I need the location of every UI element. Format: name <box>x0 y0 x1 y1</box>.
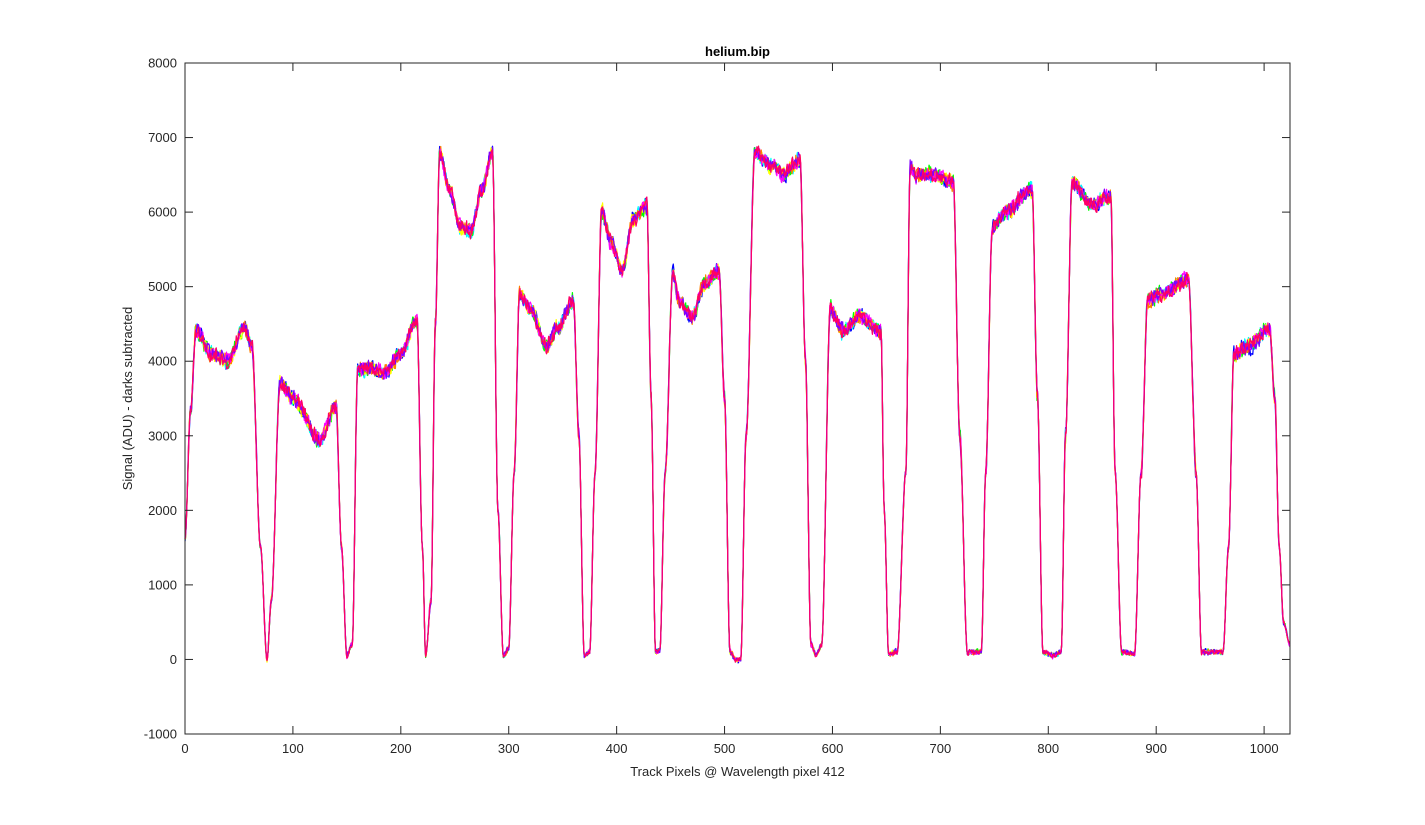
y-axis-title: Signal (ADU) - darks subtracted <box>120 307 135 491</box>
y-tick-label: 5000 <box>148 279 177 294</box>
series-line-8 <box>184 145 1291 663</box>
y-tick-label: 6000 <box>148 205 177 220</box>
x-tick-label: 100 <box>282 741 304 756</box>
y-tick-label: 1000 <box>148 577 177 592</box>
x-tick-label: 600 <box>822 741 844 756</box>
x-tick-label: 1000 <box>1250 741 1279 756</box>
y-tick-label: -1000 <box>144 727 177 742</box>
y-tick-label: 3000 <box>148 428 177 443</box>
y-tick-label: 8000 <box>148 56 177 71</box>
x-tick-label: 900 <box>1145 741 1167 756</box>
plot-area <box>185 63 1290 734</box>
y-tick-label: 7000 <box>148 130 177 145</box>
series-layer <box>184 145 1291 664</box>
x-tick-label: 500 <box>714 741 736 756</box>
x-axis-title: Track Pixels @ Wavelength pixel 412 <box>630 764 845 779</box>
x-tick-label: 700 <box>930 741 952 756</box>
y-tick-label: 4000 <box>148 354 177 369</box>
x-tick-label: 400 <box>606 741 628 756</box>
chart-title: helium.bip <box>705 44 770 59</box>
plot-frame <box>184 62 1291 735</box>
x-tick-label: 300 <box>498 741 520 756</box>
x-tick-label: 800 <box>1037 741 1059 756</box>
y-tick-label: 0 <box>170 652 177 667</box>
ticks-layer: 0 100 200 300 400 500 600 700 800 900 1000 -1000 0 10… <box>144 56 1290 756</box>
x-tick-label: 200 <box>390 741 412 756</box>
x-tick-label: 0 <box>181 741 188 756</box>
y-tick-label: 2000 <box>148 503 177 518</box>
